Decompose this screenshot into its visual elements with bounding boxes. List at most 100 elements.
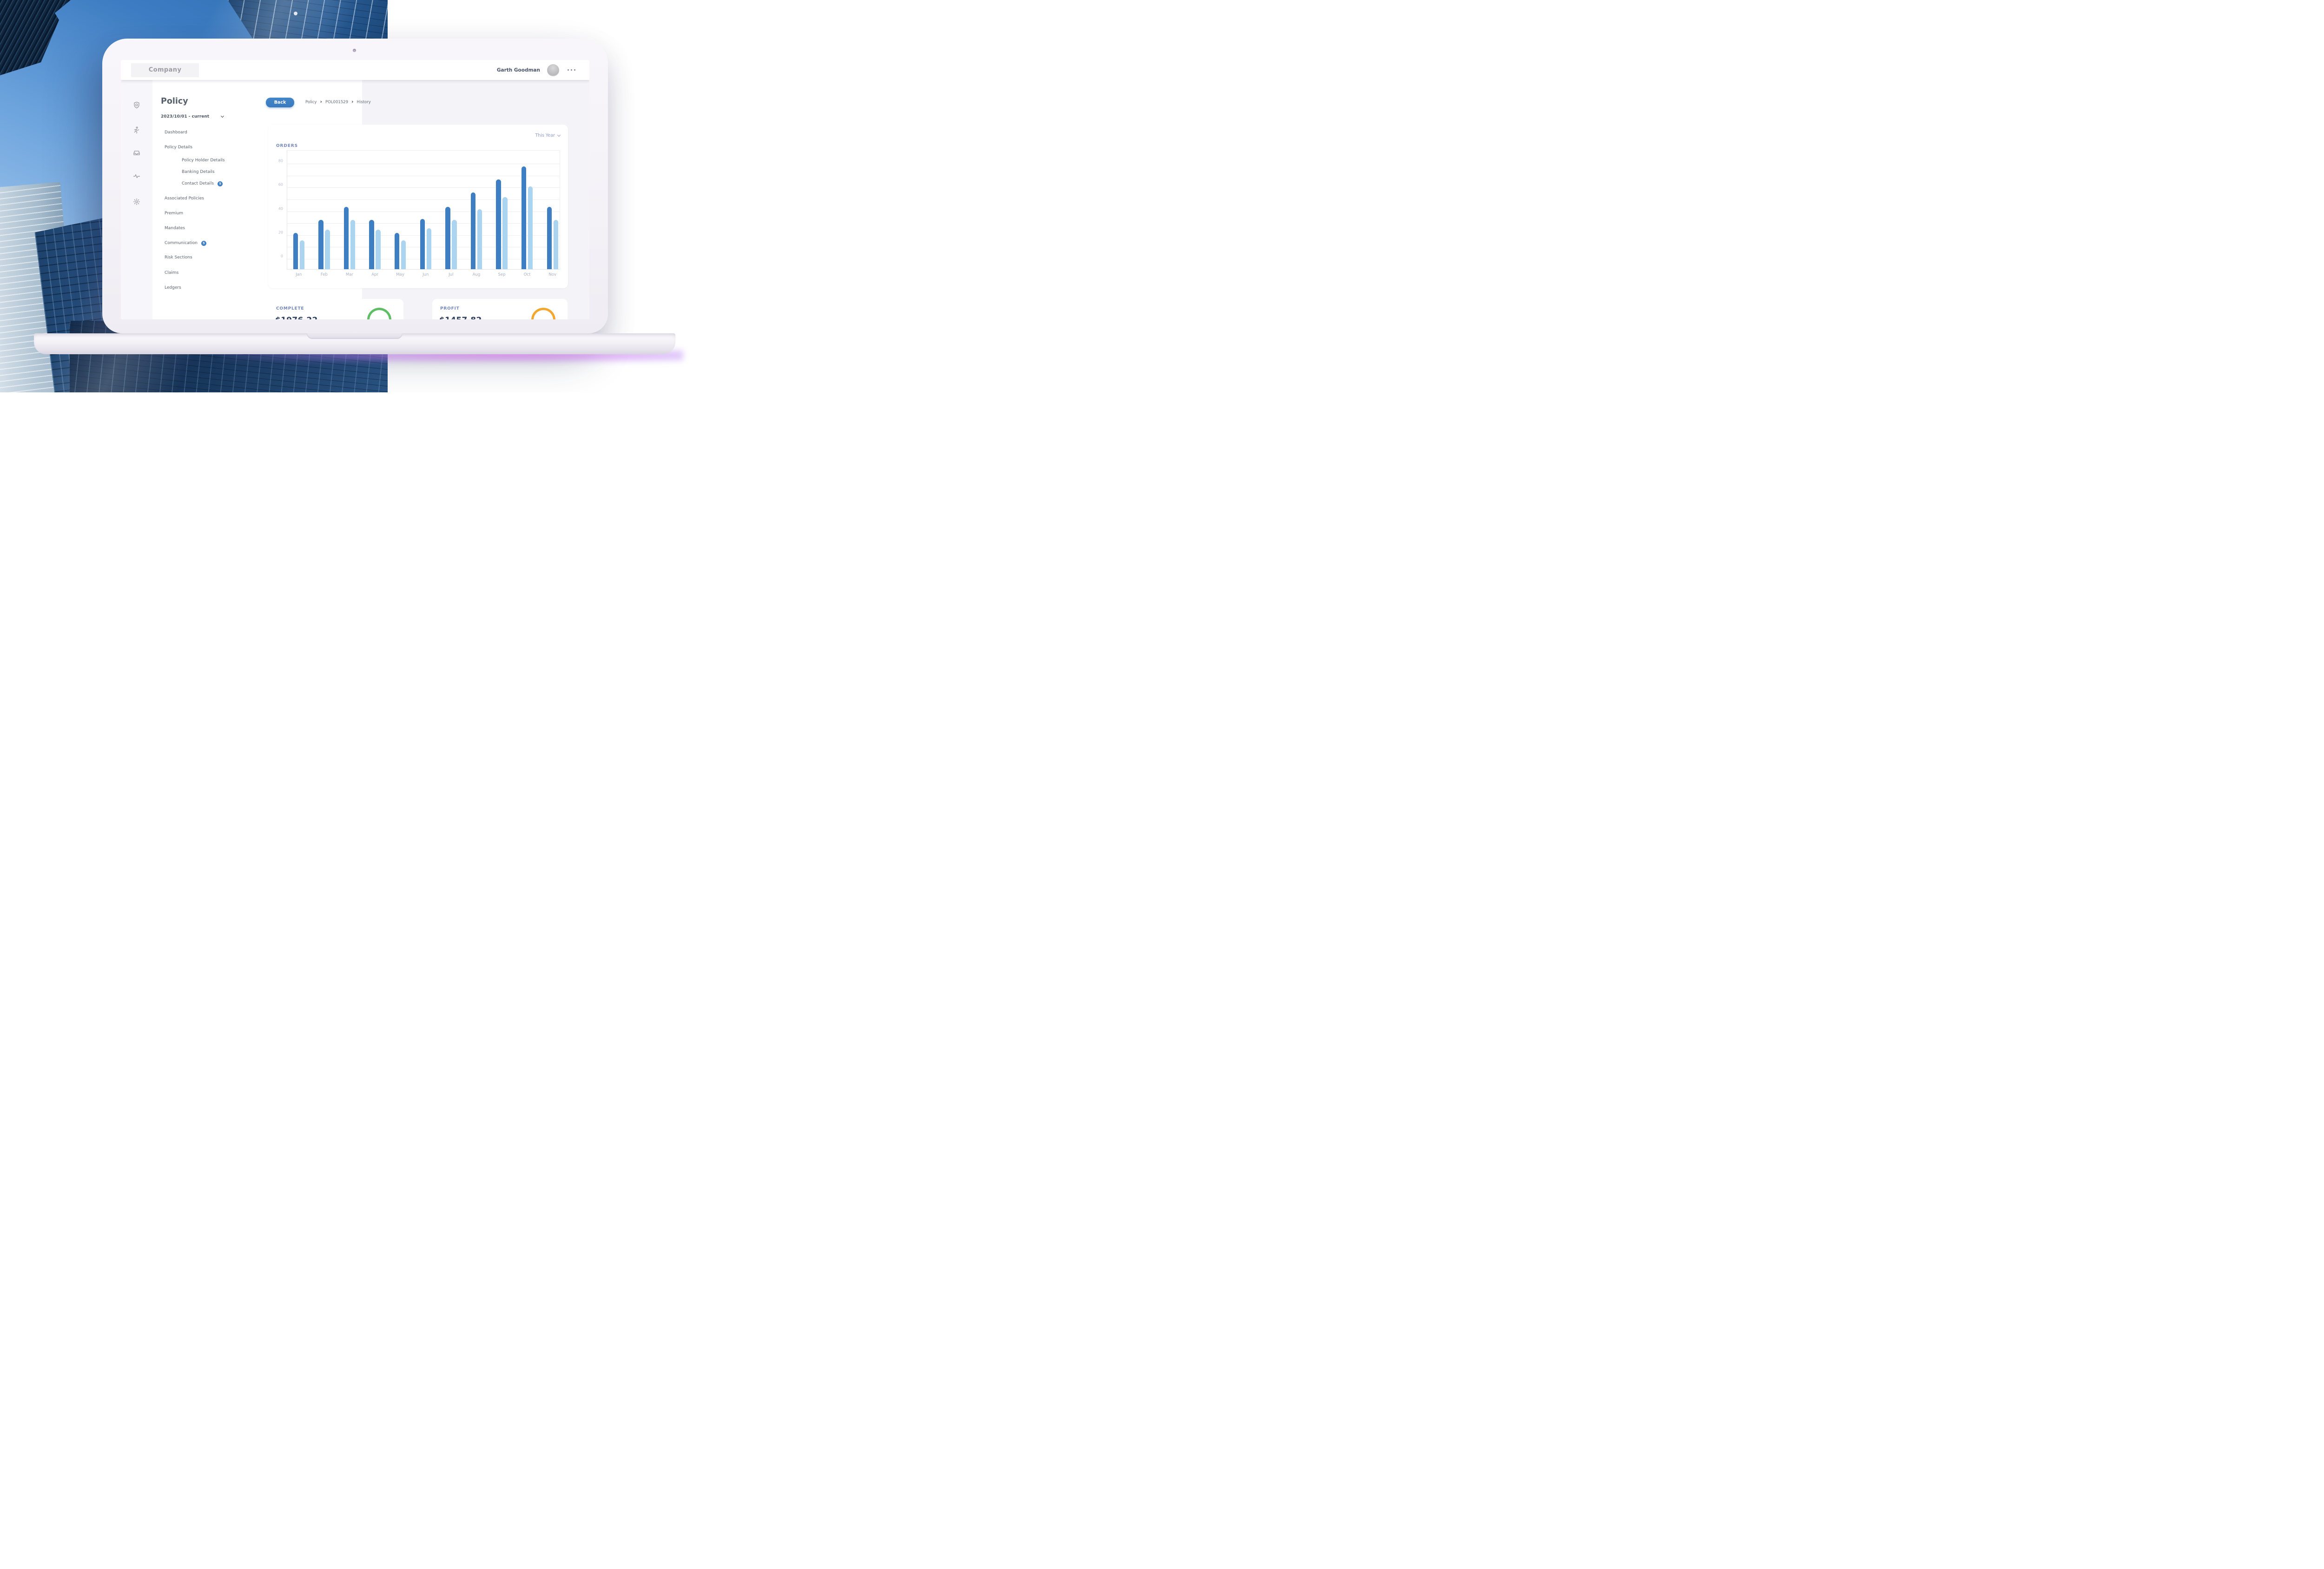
sidebar-item-mandates[interactable]: Mandates [165,225,185,232]
notification-badge: 5 [218,181,223,186]
user-name: Garth Goodman [496,67,540,73]
x-axis-label: Sep [498,272,506,277]
gauge-arc-green [367,308,391,319]
shield-icon[interactable] [133,101,140,109]
laptop-base-notch [307,333,403,339]
stat-label: PROFIT [440,306,460,311]
notification-badge: 5 [201,240,206,246]
sidebar-item-communication[interactable]: Communication 5 [165,240,206,246]
bar-jul-series-1 [445,206,450,269]
chart-title: ORDERS [276,144,298,148]
x-axis-label: Apr [371,272,378,277]
chevron-down-icon [221,114,224,118]
inbox-icon[interactable] [133,149,140,157]
x-axis-label: Oct [523,272,531,277]
chevron-right-icon: › [351,99,354,105]
company-logo: Company [131,63,199,77]
bar-jul-series-2 [452,220,457,269]
company-logo-label: Company [148,66,182,73]
sidebar-item-label: Communication [165,241,198,245]
breadcrumb-item-pol001529[interactable]: POL001529 [325,100,348,105]
sidebar-item-policy-details[interactable]: Policy Details [165,144,192,151]
sidebar-item-risk-sections[interactable]: Risk Sections [165,254,192,261]
sidebar-item-label: Mandates [165,226,185,231]
bar-feb-series-2 [325,229,330,269]
bar-sep-series-1 [496,179,501,269]
sidebar-item-label: Associated Policies [165,196,204,201]
bar-oct-series-2 [528,186,533,269]
bar-aug-series-1 [470,192,476,269]
breadcrumb: Policy › POL001529 › History [305,99,371,105]
y-axis-tick: 0 [280,254,283,258]
stat-label: COMPLETE [276,306,304,311]
ellipsis-menu-icon[interactable] [568,69,575,71]
bar-may-series-2 [401,240,406,269]
stat-value: $1457.82 [439,316,482,319]
building-top-center [228,0,388,45]
sidebar-item-label: Ledgers [165,285,181,290]
bar-jan-series-2 [299,240,304,269]
bar-oct-series-1 [521,166,527,269]
policy-version-dropdown[interactable]: 2023/10/01 - current [161,114,224,119]
sidebar-item-policy-holder-details[interactable]: Policy Holder Details [182,157,225,164]
app-screen: Company Garth Goodman [121,60,589,319]
sidebar-item-label: Claims [165,271,179,275]
back-button[interactable]: Back [266,98,294,107]
breadcrumb-item-history[interactable]: History [357,100,371,105]
sidebar-item-label: Contact Details [182,181,214,186]
bar-jun-series-2 [426,228,431,269]
y-axis-tick: 80 [278,159,283,163]
page: Company Garth Goodman [0,0,697,392]
bar-apr-series-2 [376,229,381,269]
x-axis-label: Mar [345,272,353,277]
sidebar-item-label: Policy Holder Details [182,158,225,163]
policy-version-label: 2023/10/01 - current [161,114,210,119]
x-axis-label: Jul [449,272,454,277]
sidebar-item-ledgers[interactable]: Ledgers [165,285,181,291]
y-axis-tick: 60 [278,182,283,187]
stat-card-profit: PROFIT $1457.82 [432,299,568,319]
sidebar-item-label: Banking Details [182,170,215,174]
y-axis-tick: 40 [278,206,283,211]
x-axis-label: Feb [320,272,328,277]
activity-icon[interactable] [133,172,140,180]
bar-sep-series-2 [502,197,508,269]
stat-card-complete: COMPLETE $1976.22 [268,299,403,319]
sidebar-item-claims[interactable]: Claims [165,270,178,276]
avatar[interactable] [547,64,559,76]
bar-jun-series-1 [420,218,425,269]
bar-may-series-1 [394,233,400,269]
gauge-arc-orange [531,308,555,319]
runner-icon[interactable] [133,126,140,134]
icon-rail [121,80,152,319]
sidebar-item-label: Risk Sections [165,255,192,260]
x-axis-label: Aug [472,272,481,277]
x-axis-label: Jan [296,272,302,277]
gear-icon[interactable] [133,198,140,205]
sidebar-item-contact-details[interactable]: Contact Details 5 [182,180,223,187]
bar-chart-plot: 0 20 40 60 80 Jan Feb Mar Apr May Jun Jul Aug Sep Oct N… [278,150,560,277]
bar-jan-series-1 [293,233,298,269]
sidebar-item-associated-policies[interactable]: Associated Policies [165,195,204,202]
webcam-dot [353,49,356,52]
bar-apr-series-1 [369,220,374,269]
laptop-screen-bezel: Company Garth Goodman [102,39,608,333]
gridline [287,199,560,200]
range-label: This Year [535,133,555,138]
breadcrumb-item-policy[interactable]: Policy [305,100,317,105]
bar-feb-series-1 [318,220,324,269]
chevron-right-icon: › [320,99,322,105]
chevron-down-icon [557,133,561,137]
sidebar-item-premium[interactable]: Premium [165,210,183,217]
sidebar-title: Policy [161,97,188,106]
gridline [287,187,560,188]
x-axis-label: May [396,272,404,277]
range-dropdown[interactable]: This Year [535,133,561,138]
sidebar-item-dashboard[interactable]: Dashboard [165,129,187,136]
sidebar-item-banking-details[interactable]: Banking Details [182,169,215,175]
sidebar-item-label: Dashboard [165,130,187,135]
bar-aug-series-2 [477,209,482,269]
x-axis-label: Nov [548,272,557,277]
sidebar-item-label: Premium [165,211,184,216]
bar-mar-series-2 [350,220,356,269]
